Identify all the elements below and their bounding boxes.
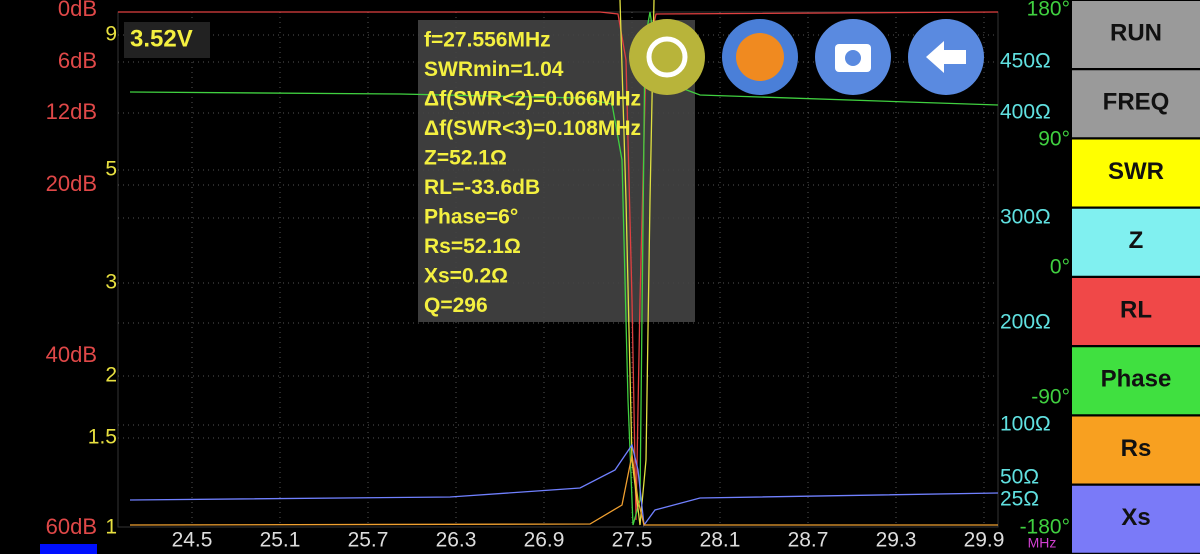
mode-button-label: RUN [1110, 19, 1162, 46]
mode-button[interactable] [1072, 139, 1200, 207]
frequency-label: 28.7 [788, 529, 829, 552]
frequency-label: 27.5 [612, 529, 653, 552]
readout-line: RL=-33.6dB [424, 176, 540, 199]
phase-label: 90° [1038, 128, 1070, 151]
indicator [40, 544, 97, 554]
rl-label: 6dB [58, 48, 97, 73]
mode-button-label: FREQ [1103, 89, 1170, 116]
mode-button-label: RL [1120, 296, 1152, 323]
frequency-label: 29.9 [964, 529, 1005, 552]
phase-label: 0° [1050, 256, 1070, 279]
frequency-unit: MHz [1028, 535, 1057, 551]
readout-line: SWRmin=1.04 [424, 58, 564, 81]
frequency-label: 24.5 [172, 529, 213, 552]
readout-line: Z=52.1Ω [424, 147, 507, 170]
frequency-label: 25.1 [260, 529, 301, 552]
phase-label: 180° [1027, 0, 1070, 21]
back-icon [926, 41, 966, 73]
rl-label: 20dB [46, 171, 97, 196]
rl-label: 40dB [46, 342, 97, 367]
swr-label: 1 [105, 516, 117, 539]
impedance-label: 300Ω [1000, 206, 1051, 229]
rl-label: 12dB [46, 99, 97, 124]
swr-label: 2 [105, 364, 117, 387]
swr-label: 9 [105, 23, 117, 46]
swr-label: 3 [105, 271, 117, 294]
rl-label: 0dB [58, 0, 97, 21]
voltage: 3.52V [130, 25, 193, 52]
phase-label: -180° [1020, 516, 1070, 539]
mode-button-label: Z [1129, 227, 1144, 254]
mode-button-label: SWR [1108, 158, 1164, 185]
impedance-label: 450Ω [1000, 50, 1051, 73]
move-button[interactable] [629, 19, 705, 95]
mode-button[interactable] [1072, 70, 1200, 138]
impedance-label: 50Ω [1000, 466, 1039, 489]
move-icon [646, 36, 688, 78]
rs-curve [129, 454, 998, 526]
impedance-label: 100Ω [1000, 413, 1051, 436]
rl-label: 60dB [46, 514, 97, 539]
mode-button-label: Rs [1121, 435, 1152, 462]
swr-curve [619, 0, 655, 526]
mode-button-label: Phase [1101, 366, 1172, 393]
camera-lens [845, 50, 861, 66]
globe-icon [736, 33, 784, 81]
mode-button[interactable] [1072, 416, 1200, 484]
frequency-label: 25.7 [348, 529, 389, 552]
readout-line: Phase=6° [424, 206, 518, 229]
impedance-label: 400Ω [1000, 101, 1051, 124]
toolbar [629, 19, 984, 95]
mode-button-label: Xs [1121, 504, 1150, 531]
voltage-box [124, 22, 210, 58]
readout-line: Xs=0.2Ω [424, 265, 508, 288]
mode-button[interactable] [1072, 208, 1200, 276]
xs-curve [129, 443, 999, 527]
readout-line: Δf(SWR<2)=0.066MHz [424, 88, 641, 111]
impedance-label: 200Ω [1000, 311, 1051, 334]
readout-line: Δf(SWR<3)=0.108MHz [424, 117, 641, 140]
mode-button[interactable] [1072, 1, 1200, 68]
frequency-label: 28.1 [700, 529, 741, 552]
swr-label: 1.5 [88, 426, 117, 449]
phase-label: -90° [1031, 386, 1070, 409]
mode-button[interactable] [1072, 347, 1200, 415]
readout-line: f=27.556MHz [424, 29, 551, 52]
impedance-label: 25Ω [1000, 488, 1039, 511]
readout-line: Q=296 [424, 294, 488, 317]
swr-label: 5 [105, 158, 117, 181]
readout-line: Rs=52.1Ω [424, 235, 521, 258]
frequency-label: 29.3 [876, 529, 917, 552]
mode-button[interactable] [1072, 485, 1200, 553]
frequency-label: 26.9 [524, 529, 565, 552]
frequency-label: 26.3 [436, 529, 477, 552]
mode-button[interactable] [1072, 278, 1200, 345]
